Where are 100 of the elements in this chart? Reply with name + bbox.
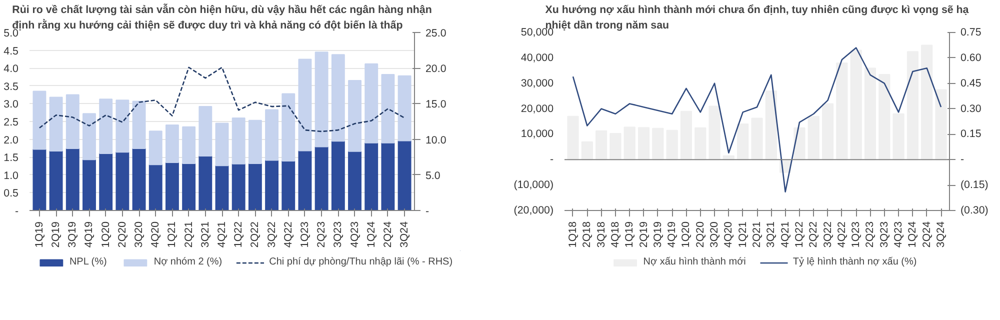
bar [49, 150, 63, 210]
y-tick-label: 1.0 [4, 170, 19, 182]
y2-tick-label: 20.0 [426, 63, 446, 76]
bar [906, 51, 919, 160]
bar [694, 127, 706, 160]
legend-label: Tỷ lệ hình thành nợ xấu (%) [792, 256, 917, 268]
x-tick-label: 4Q19 [666, 221, 678, 248]
bar [265, 109, 279, 161]
bar [850, 50, 862, 160]
y2-tick-label: 25.0 [426, 28, 446, 40]
x-tick-label: 2Q23 [316, 221, 328, 248]
x-tick-label: 1Q21 [166, 221, 178, 248]
x-tick-label: 1Q24 [365, 221, 378, 248]
x-tick-label: 3Q21 [765, 221, 778, 248]
bar [116, 100, 130, 153]
bar [364, 142, 378, 210]
y2-tick-label: 0.30 [960, 102, 982, 115]
bar [381, 74, 395, 144]
bar [165, 124, 179, 163]
y-tick-label: 40,000 [520, 52, 554, 64]
bar [581, 141, 593, 160]
x-tick-label: 1Q23 [850, 221, 862, 248]
bar [165, 162, 179, 210]
bar [99, 98, 113, 154]
bar [215, 165, 229, 210]
bar [116, 152, 130, 210]
x-tick-label: 2Q22 [249, 221, 262, 248]
x-tick-label: 2Q18 [581, 221, 594, 248]
x-tick-label: 4Q22 [836, 221, 848, 248]
y2-tick-label: 5.0 [426, 170, 440, 182]
x-tick-label: 4Q20 [150, 221, 162, 248]
y2-tick-label: 0.60 [960, 52, 982, 64]
bar [348, 80, 362, 152]
bar [66, 148, 80, 210]
bar [808, 116, 820, 160]
bar [298, 150, 312, 210]
bar [82, 159, 96, 210]
bar [265, 160, 279, 210]
legend-label: NPL (%) [69, 256, 107, 268]
legend-label: Nợ xấu hình thành mới [643, 256, 746, 268]
y-tick-label: - [14, 206, 19, 218]
x-tick-label: 2Q19 [50, 221, 62, 248]
bar [836, 62, 848, 160]
y-tick-label: - [550, 154, 554, 166]
y-tick-label: 10,000 [520, 128, 554, 140]
y2-tick-label: 15.0 [426, 98, 446, 111]
y-tick-label: 4.5 [4, 45, 19, 58]
x-tick-label: 2Q21 [182, 221, 195, 248]
bar [66, 94, 80, 150]
bar [794, 127, 806, 160]
x-tick-label: 3Q19 [652, 221, 664, 248]
bar [82, 113, 96, 160]
bar [132, 100, 146, 150]
y-tick-label: 3.5 [4, 80, 19, 93]
bar [708, 106, 720, 160]
x-tick-label: 4Q21 [779, 221, 792, 248]
y-tick-label: 1.5 [4, 152, 19, 164]
bar [765, 90, 777, 160]
x-tick-label: 2Q22 [808, 221, 820, 248]
bar [182, 126, 196, 164]
x-tick-label: 4Q21 [216, 221, 228, 248]
x-tick-label: 3Q22 [822, 221, 834, 248]
y2-tick-label: 0.15 [960, 128, 982, 140]
x-tick-label: 3Q20 [708, 221, 721, 248]
bar [282, 160, 296, 210]
bar [624, 126, 636, 160]
x-tick-label: 4Q20 [722, 221, 735, 248]
y-tick-label: 3.0 [4, 98, 19, 111]
x-tick-label: 1Q24 [906, 221, 919, 248]
x-tick-label: 2Q19 [638, 221, 650, 248]
bar [610, 132, 622, 160]
y2-tick-label: 10.0 [426, 134, 446, 146]
bar [182, 163, 196, 210]
y-tick-label: 5.0 [4, 28, 19, 40]
bar [595, 130, 608, 160]
x-tick-label: 4Q22 [282, 221, 294, 248]
y-tick-label: 2.0 [4, 134, 19, 146]
bar [864, 68, 876, 160]
x-tick-label: 4Q23 [892, 221, 905, 248]
x-tick-label: 3Q21 [199, 221, 212, 248]
bar [348, 150, 362, 210]
bar [232, 163, 246, 210]
y-tick-label: 30,000 [520, 77, 554, 90]
bar [892, 113, 904, 160]
bar [398, 75, 412, 142]
bar [638, 127, 650, 160]
bar [314, 52, 328, 148]
x-tick-label: 2Q24 [382, 221, 394, 248]
bar [148, 130, 162, 166]
line-series [572, 47, 942, 192]
x-tick-label: 3Q24 [935, 221, 948, 248]
x-tick-label: 1Q21 [736, 221, 749, 248]
bar [298, 58, 312, 152]
x-tick-label: 3Q23 [878, 221, 890, 248]
bar [148, 164, 162, 210]
bar [652, 128, 664, 160]
bar [198, 156, 212, 210]
bar [32, 148, 46, 210]
legend-label: Chi phí dự phòng/Thu nhập lãi (% - RHS) [269, 256, 453, 268]
bar [751, 118, 763, 160]
